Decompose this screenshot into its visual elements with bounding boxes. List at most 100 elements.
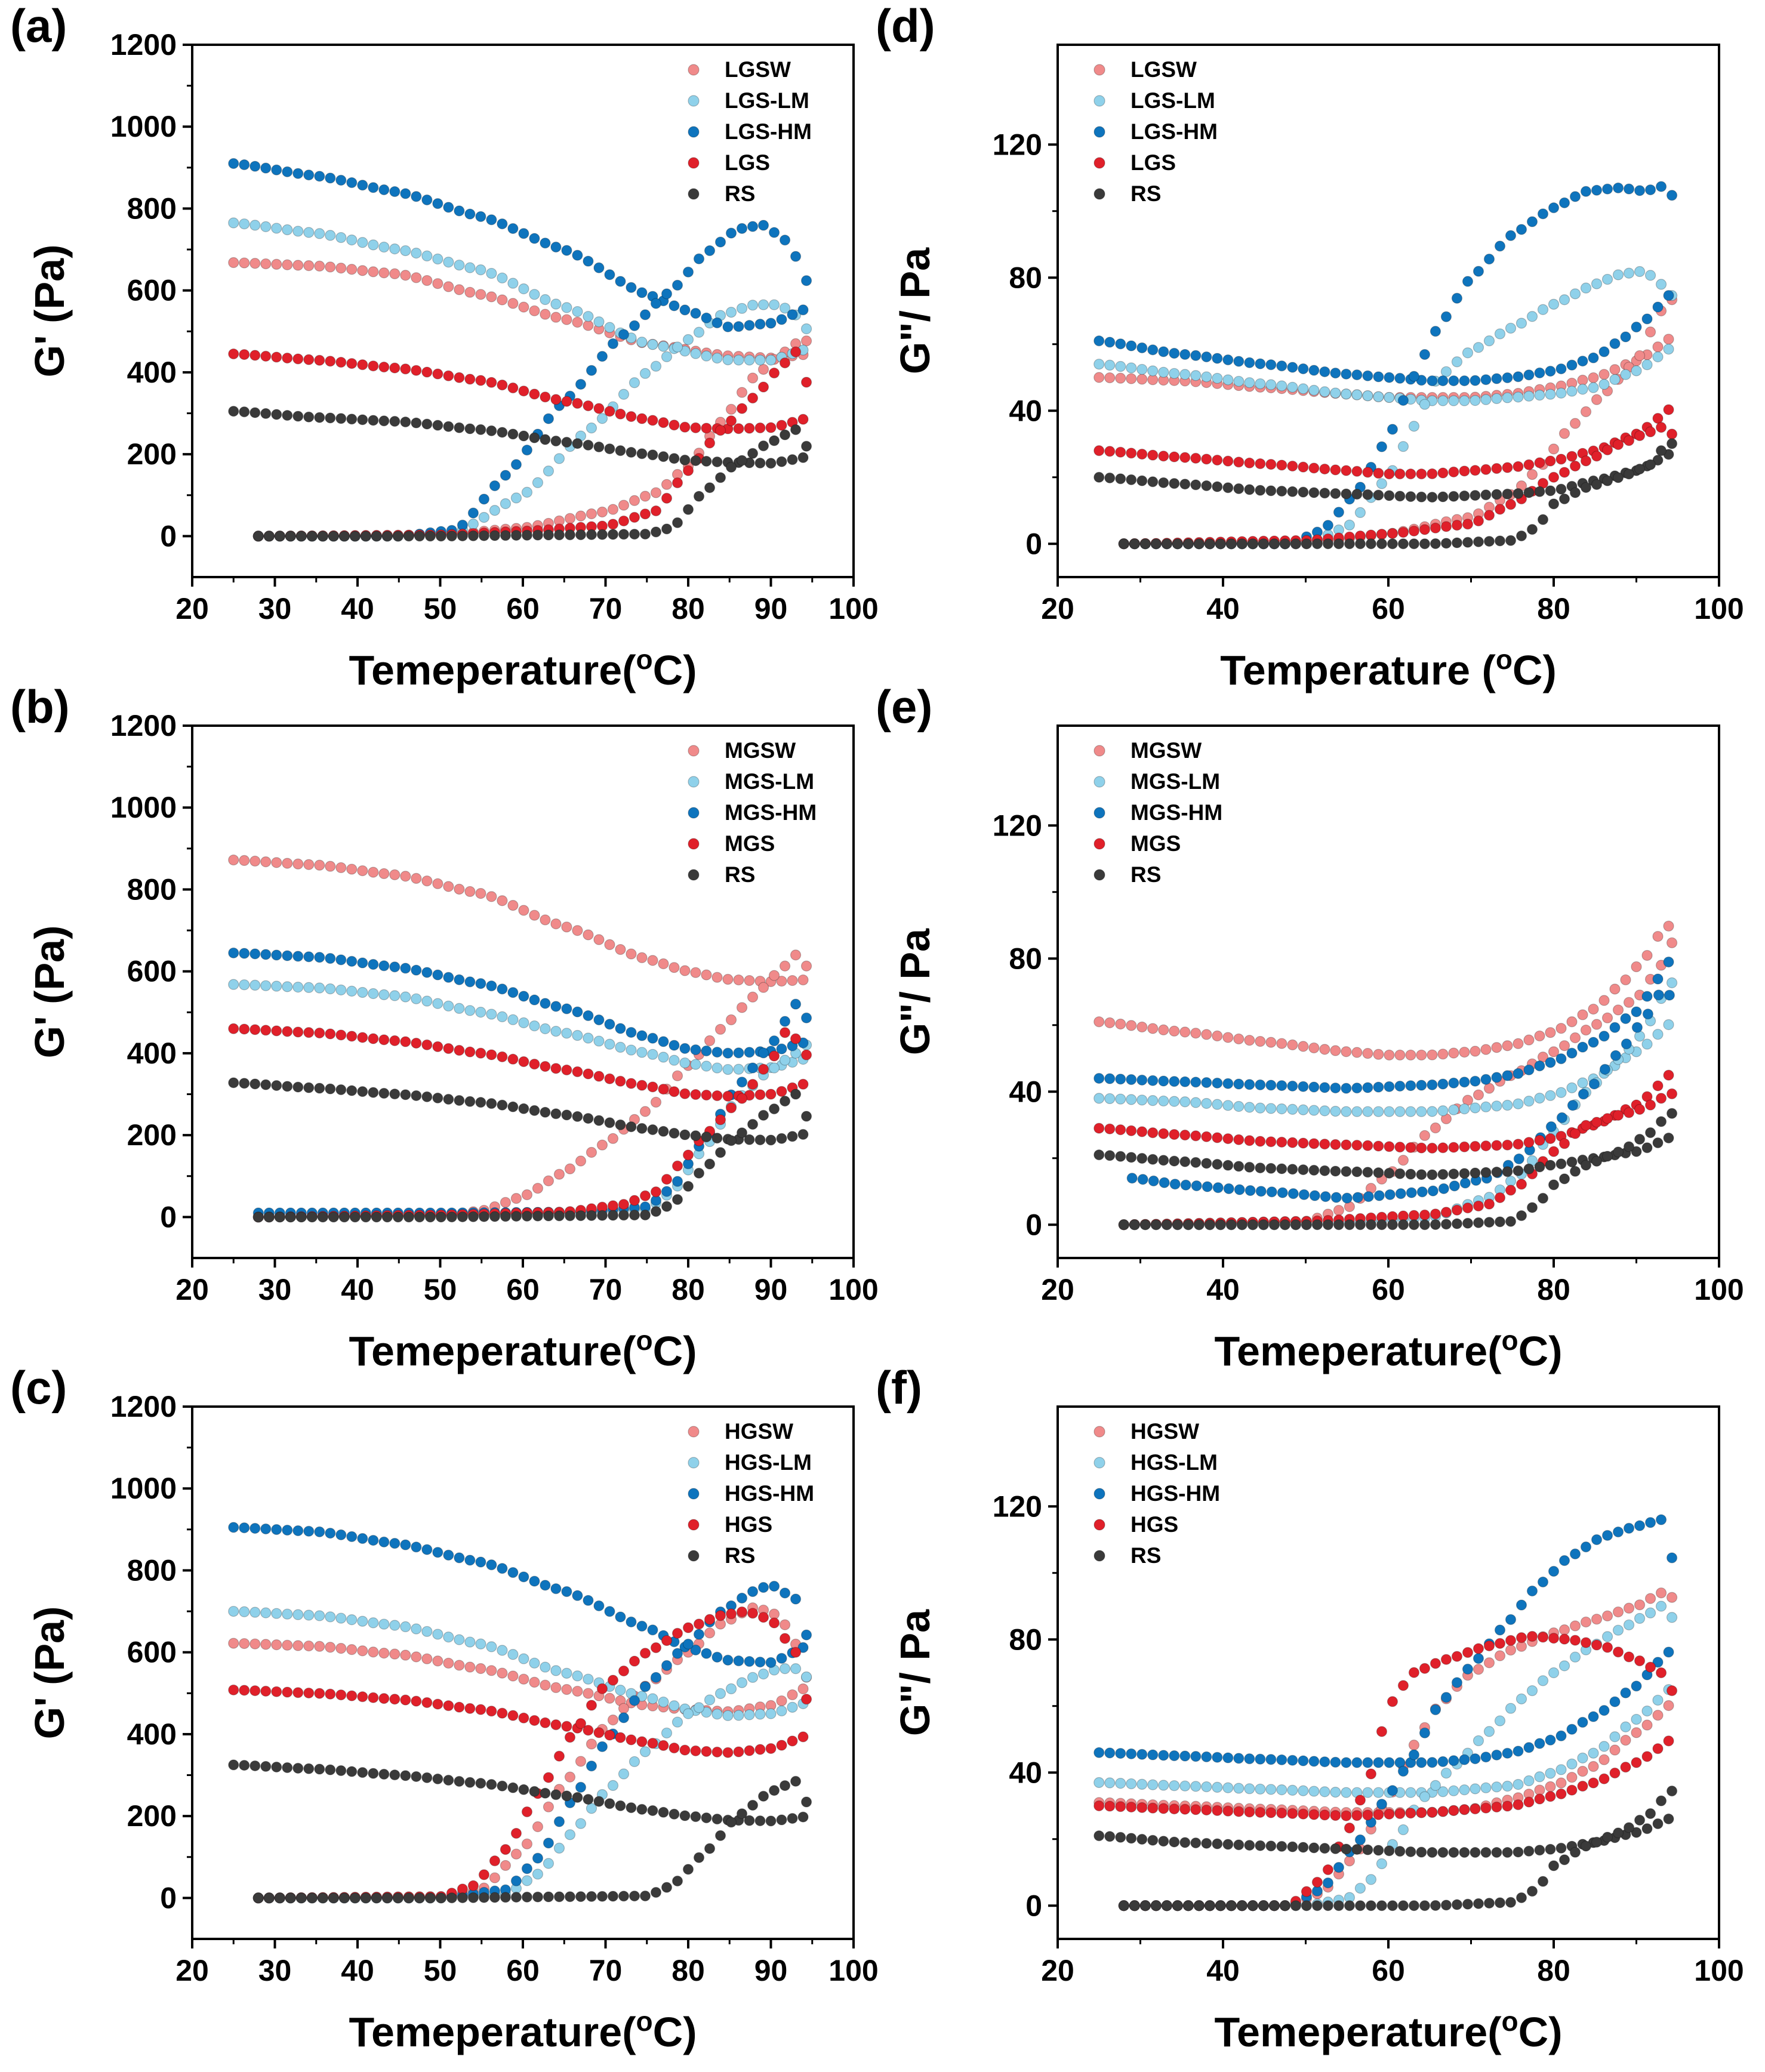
data-point	[282, 1639, 293, 1651]
data-point	[586, 529, 597, 541]
legend-label: LGS	[1131, 150, 1176, 175]
data-point	[1351, 1757, 1363, 1768]
data-point	[518, 1103, 529, 1114]
data-point	[747, 1118, 759, 1130]
data-point	[1172, 1900, 1183, 1911]
legend-label: LGS-HM	[1131, 119, 1218, 144]
data-point	[1555, 454, 1567, 465]
data-point	[532, 1852, 544, 1864]
data-point	[776, 1652, 787, 1664]
data-point	[1427, 468, 1438, 480]
data-point	[586, 1803, 597, 1814]
data-point	[1276, 1840, 1287, 1852]
data-point	[1394, 1142, 1406, 1153]
data-point	[1419, 538, 1431, 550]
data-point	[368, 239, 379, 251]
data-point	[1333, 538, 1344, 550]
data-point	[550, 435, 562, 447]
data-point	[1502, 372, 1513, 384]
data-point	[507, 1670, 519, 1682]
data-point	[271, 1608, 282, 1619]
data-point	[1094, 1072, 1105, 1084]
data-point	[1566, 1157, 1578, 1168]
data-point	[228, 406, 239, 417]
data-point	[314, 171, 325, 182]
data-point	[1609, 1744, 1621, 1756]
data-point	[421, 1653, 433, 1664]
data-point	[1290, 1900, 1301, 1911]
data-point	[593, 1796, 605, 1807]
data-point	[553, 1750, 565, 1762]
data-point	[754, 457, 766, 469]
data-point	[1344, 1900, 1356, 1911]
data-point	[1308, 1138, 1320, 1149]
data-point	[1308, 1081, 1320, 1093]
data-point	[1179, 1096, 1191, 1108]
data-point	[1169, 1025, 1180, 1037]
data-point	[1631, 1022, 1643, 1033]
data-point	[1601, 1642, 1613, 1653]
data-point	[711, 1090, 723, 1102]
data-point	[1362, 1809, 1373, 1821]
data-point	[414, 1892, 425, 1904]
data-point	[1158, 1095, 1169, 1107]
data-point	[1276, 1754, 1287, 1766]
data-point	[464, 976, 476, 988]
data-point	[1244, 1783, 1255, 1794]
data-point	[1588, 1003, 1599, 1015]
legend-label: HGS-HM	[1131, 1481, 1220, 1506]
data-point	[1523, 1137, 1535, 1148]
data-point	[1663, 1069, 1674, 1081]
data-point	[529, 1105, 540, 1117]
data-point	[1397, 394, 1409, 406]
data-point	[1158, 1155, 1169, 1166]
data-point	[1244, 1135, 1255, 1146]
data-point	[543, 1210, 555, 1222]
legend-label: LGS-HM	[725, 119, 812, 144]
data-point	[443, 881, 454, 892]
y-tick-label: 80	[1009, 261, 1042, 294]
data-point	[1459, 375, 1470, 387]
x-tick-label: 100	[1694, 1273, 1744, 1306]
data-point	[1405, 1106, 1416, 1117]
data-point	[1440, 1768, 1452, 1779]
data-point	[679, 1129, 691, 1140]
data-point	[260, 1685, 272, 1697]
data-point	[1279, 1900, 1290, 1911]
data-point	[1494, 1624, 1506, 1636]
data-point	[1159, 1177, 1170, 1188]
data-point	[1470, 375, 1481, 386]
data-point	[629, 1891, 640, 1902]
data-point	[1534, 1092, 1545, 1104]
data-point	[282, 950, 293, 961]
data-point	[1601, 475, 1613, 486]
data-point	[1394, 1808, 1406, 1820]
data-point	[1333, 1219, 1344, 1231]
data-point	[1513, 391, 1524, 403]
data-point	[357, 359, 368, 371]
data-point	[1330, 1166, 1341, 1177]
series-MGS-HM	[1094, 956, 1675, 1204]
data-point	[744, 1134, 755, 1145]
data-point	[1255, 1753, 1266, 1765]
data-point	[282, 352, 293, 364]
data-point	[693, 253, 705, 264]
data-point	[596, 529, 608, 540]
data-point	[1612, 1526, 1624, 1538]
data-point	[1523, 1163, 1535, 1174]
data-point	[1298, 1081, 1309, 1092]
data-point	[1451, 519, 1463, 531]
data-point	[1179, 1750, 1191, 1762]
x-tick-label: 40	[1206, 592, 1240, 625]
data-point	[489, 1892, 501, 1903]
data-point	[335, 1084, 347, 1096]
data-point	[1222, 374, 1234, 386]
data-point	[260, 856, 272, 868]
panel-label: (e)	[876, 680, 932, 733]
data-point	[1190, 479, 1202, 491]
data-point	[1298, 1189, 1310, 1200]
data-point	[671, 1648, 683, 1659]
data-point	[639, 1190, 651, 1201]
data-point	[249, 1024, 261, 1035]
